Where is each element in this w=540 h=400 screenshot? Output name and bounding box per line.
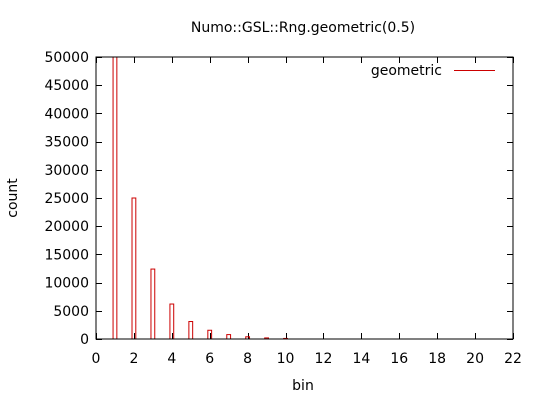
x-tick-label: 6 xyxy=(205,351,214,367)
y-tick-label: 30000 xyxy=(44,163,89,179)
bar xyxy=(207,329,213,340)
legend: geometric xyxy=(371,63,495,79)
y-tick-label: 40000 xyxy=(44,106,89,122)
axis-ticks: 0 5000 10000 15000 20000 25000 30000 35000 40000… xyxy=(44,50,521,367)
x-tick-label: 8 xyxy=(243,351,252,367)
bar xyxy=(226,334,232,340)
plot-frame xyxy=(95,56,514,340)
chart-title: Numo::GSL::Rng.geometric(0.5) xyxy=(191,20,415,36)
x-tick-label: 20 xyxy=(466,351,484,367)
bar xyxy=(188,321,194,340)
x-tick-label: 2 xyxy=(129,351,138,367)
bar xyxy=(150,268,156,340)
y-tick-label: 0 xyxy=(80,332,89,348)
x-tick-label: 14 xyxy=(352,351,370,367)
bar xyxy=(131,197,137,340)
x-tick-label: 4 xyxy=(167,351,176,367)
legend-label: geometric xyxy=(371,63,442,79)
x-tick-label: 0 xyxy=(92,351,101,367)
y-tick-label: 35000 xyxy=(44,135,89,151)
x-tick-label: 12 xyxy=(315,351,333,367)
y-tick-label: 5000 xyxy=(53,304,89,320)
x-tick-label: 10 xyxy=(277,351,295,367)
bar xyxy=(112,56,118,340)
x-tick-label: 22 xyxy=(504,351,522,367)
x-tick-label: 16 xyxy=(390,351,408,367)
bar xyxy=(169,303,175,340)
y-tick-label: 45000 xyxy=(44,78,89,94)
y-tick-label: 15000 xyxy=(44,247,89,263)
y-axis-label: count xyxy=(5,178,21,218)
bars xyxy=(112,56,288,340)
x-tick-label: 18 xyxy=(428,351,446,367)
y-tick-label: 20000 xyxy=(44,219,89,235)
y-tick-label: 25000 xyxy=(44,191,89,207)
x-axis-label: bin xyxy=(292,378,314,394)
y-tick-label: 10000 xyxy=(44,276,89,292)
y-tick-label: 50000 xyxy=(44,50,89,66)
